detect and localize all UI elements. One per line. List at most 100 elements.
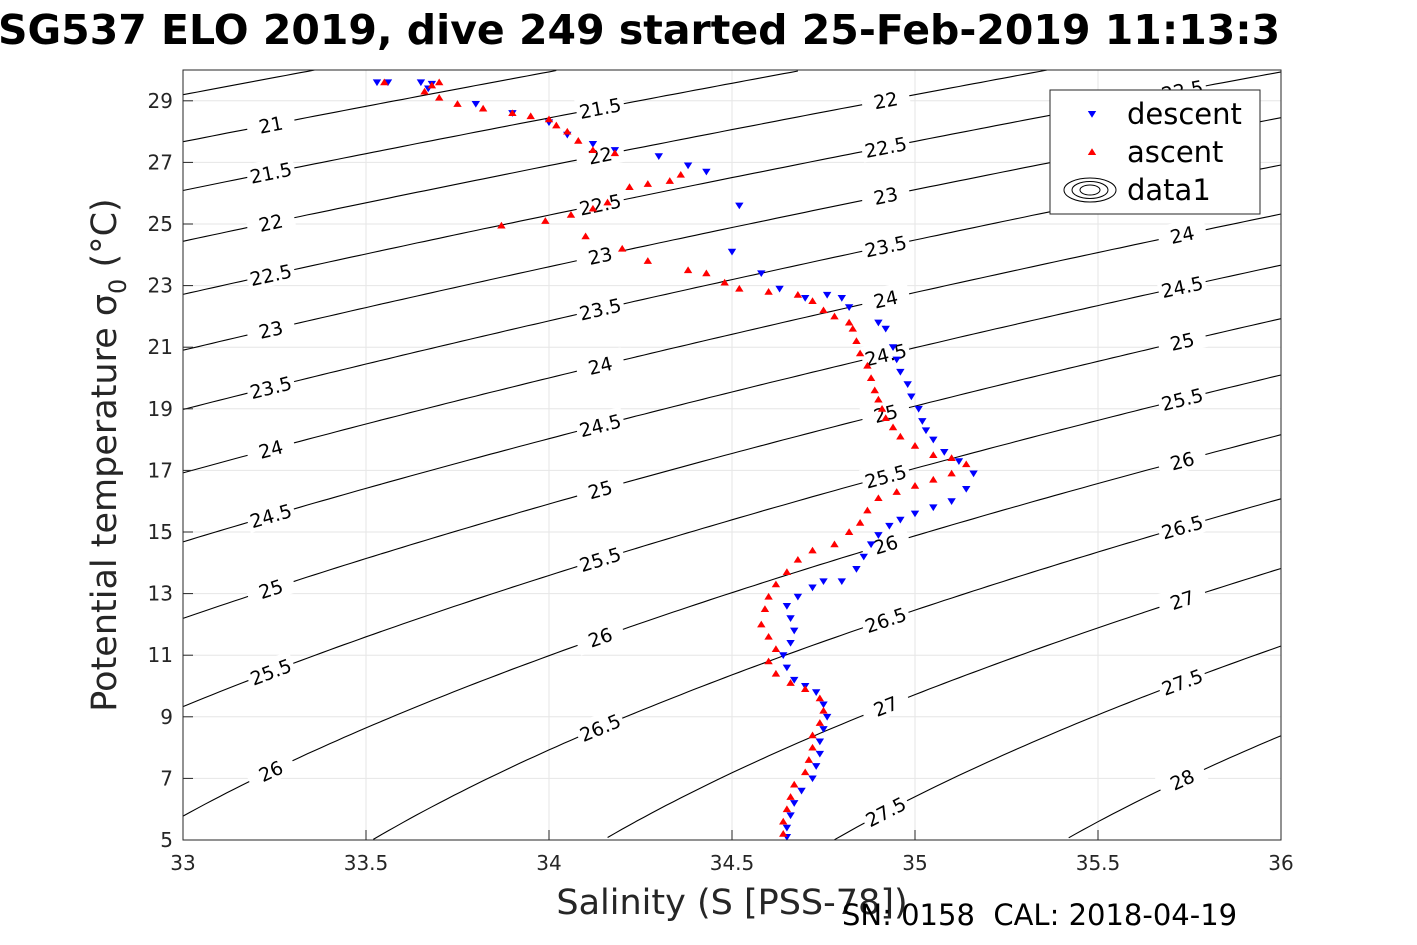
descent-point (907, 393, 916, 401)
ascent-point (852, 337, 861, 344)
contour-label: 26 (573, 617, 627, 656)
contour-swatch (1063, 177, 1117, 203)
x-tick-label: 33 (170, 851, 195, 875)
ascent-point (874, 494, 883, 502)
x-tick-label: 34 (536, 851, 561, 875)
descent-point (786, 639, 795, 647)
ascent-point (863, 506, 872, 514)
ascent-point (497, 221, 506, 229)
ascent-point (478, 104, 488, 112)
descent-point (797, 787, 806, 795)
ascent-point (720, 278, 729, 286)
contour-label: 26.5 (1155, 507, 1209, 544)
descent-point (819, 578, 828, 586)
x-tick-label: 33.5 (344, 851, 389, 875)
contour-line (182, 69, 315, 96)
contour-label: 27.5 (858, 789, 913, 833)
contour-label: 24.5 (244, 496, 297, 533)
contour-label-text: 25.5 (863, 461, 910, 493)
ascent-point (808, 743, 817, 751)
y-tick-label: 23 (148, 274, 173, 298)
ascent-point (435, 93, 444, 101)
contour-label-text: 24 (872, 287, 900, 314)
contour-label: 26 (243, 748, 298, 792)
contour-label: 25 (573, 470, 627, 507)
ascent-point (771, 669, 781, 677)
descent-point (588, 140, 598, 148)
ascent-point (866, 374, 876, 381)
ascent-point (793, 291, 803, 298)
ascent-point (786, 793, 795, 800)
contour-label-text: 26.5 (1159, 511, 1206, 544)
descent-point (786, 812, 795, 820)
y-tick-label: 5 (160, 828, 173, 852)
x-tick-label: 36 (1268, 851, 1293, 875)
ascent-point (910, 482, 920, 489)
y-tick-label: 11 (148, 643, 173, 667)
contour-label: 27 (858, 685, 913, 726)
contour-label: 27 (1155, 580, 1209, 618)
y-tick-label: 27 (148, 150, 173, 174)
ascent-point (808, 731, 817, 739)
contour-label-text: 24 (586, 353, 615, 380)
descent-point (815, 750, 825, 758)
descent-point (896, 368, 905, 376)
ascent-point (380, 78, 389, 86)
contour-swatch (1071, 181, 1109, 199)
ascent-point (764, 657, 773, 665)
axis-ticks: 33 33.5 34 34.5 35 35.5 36 5 7 9 11 13 15 17 19 21 23 25 2… (148, 89, 1294, 875)
descent-point (954, 458, 964, 465)
contour-label-text: 23 (872, 183, 900, 209)
ascent-point (896, 432, 905, 440)
y-tick-label: 15 (148, 520, 173, 544)
contour-line (182, 264, 1282, 543)
contour-label: 25.5 (573, 539, 627, 577)
x-axis-label: Salinity (S [PSS-78]) (556, 883, 907, 923)
contour-label: 24.5 (573, 406, 627, 442)
ascent-point (566, 210, 576, 218)
descent-point (779, 652, 788, 659)
ascent-point (929, 475, 938, 483)
descent-point (822, 291, 832, 299)
descent-point (782, 664, 792, 672)
ascent-point (588, 204, 598, 212)
contour-label-text: 25.5 (247, 655, 294, 691)
contour-label: 24 (573, 347, 627, 382)
ascent-point (541, 217, 550, 224)
ascent-point (877, 405, 887, 412)
ascent-point (771, 580, 781, 588)
ascent-point (947, 469, 956, 477)
y-tick-label: 21 (148, 335, 173, 359)
figure-title: SG537 ELO 2019, dive 249 started 25-Feb-… (0, 6, 1281, 54)
ascent-point (848, 324, 857, 332)
ascent-point (603, 198, 612, 206)
contour-label: 22.5 (859, 129, 912, 163)
contour-label: 24 (244, 430, 297, 466)
contour-label-text: 26.5 (862, 604, 909, 638)
contour-label: 21.5 (244, 155, 297, 189)
descent-point (819, 726, 828, 733)
ascent-point (947, 454, 956, 462)
descent-point (790, 800, 799, 807)
descent-point (910, 510, 920, 518)
descent-point (808, 584, 817, 592)
contour-label: 25.5 (1155, 380, 1209, 416)
contour-label: 27.5 (1155, 661, 1209, 701)
descent-point (903, 381, 912, 388)
descent-point (837, 294, 846, 302)
ascent-point (544, 115, 554, 123)
ascent-point (610, 149, 620, 157)
contour-label-text: 21 (257, 112, 285, 138)
descent-point (801, 294, 810, 302)
ascent-point (844, 528, 854, 535)
descent-point (914, 405, 923, 413)
ascent-point (819, 306, 828, 314)
y-axis-label-subscript: 0 (104, 279, 132, 294)
descent-point (819, 701, 828, 709)
contour-line (182, 374, 1282, 708)
contour-label-text: 23.5 (577, 295, 623, 326)
legend-label: data1 (1127, 173, 1211, 207)
descent-point (896, 516, 905, 524)
contour-label: 28 (1154, 757, 1209, 800)
